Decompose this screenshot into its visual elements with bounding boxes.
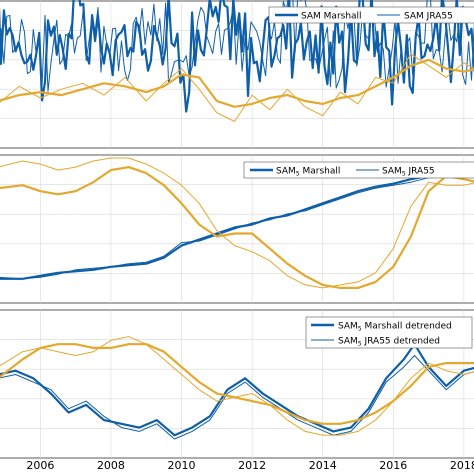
legend-label-sam-marshall: SAM Marshall <box>301 12 362 22</box>
x-tick-label-2012: 2012 <box>238 459 266 472</box>
legend-label-sam5-marshall-detrended: SAM5 Marshall detrended <box>338 322 452 333</box>
series-line-sam-5-marshall-detrended <box>0 343 474 437</box>
series-line-gold-3 <box>0 157 474 289</box>
x-tick-label-2010: 2010 <box>168 459 196 472</box>
legend-label-sam5-marshall: SAM5 Marshall <box>276 167 340 178</box>
panel-middle <box>0 154 474 304</box>
series-line-gold-3 <box>0 53 474 122</box>
legend-box <box>268 6 474 24</box>
series-line-sam-jra55 <box>0 0 474 92</box>
legend-top: SAM Marshall SAM JRA55 <box>268 6 474 24</box>
series-line-sam-5-jra55-detrended <box>0 355 474 440</box>
legend-label-sam5-jra55: SAM5 JRA55 <box>382 167 435 178</box>
x-tick-label-2008: 2008 <box>97 459 125 472</box>
series-line-gold-2 <box>0 166 474 289</box>
panel-frame <box>0 154 474 304</box>
legend-middle: SAM5 Marshall SAM5 JRA55 <box>243 161 474 179</box>
x-tick-label-2018: 2018 <box>450 459 474 472</box>
legend-label-sam-jra55: SAM JRA55 <box>404 12 453 22</box>
x-tick-label-2016: 2016 <box>379 459 407 472</box>
series-line-gold-3 <box>0 336 474 436</box>
legend-bottom: SAM5 Marshall detrended SAM5 JRA55 detre… <box>305 316 473 349</box>
series-line-sam-5-jra55 <box>0 172 474 280</box>
series-line-gold-2 <box>0 343 474 425</box>
series-line-sam-marshall <box>0 0 474 113</box>
panel-top <box>0 0 474 149</box>
legend-label-sam5-jra55-detrended: SAM5 JRA55 detrended <box>338 337 440 348</box>
x-tick-label-2014: 2014 <box>309 459 337 472</box>
x-tick-labels: 2006 2008 2010 2012 2014 2016 2018 <box>26 459 474 472</box>
x-tick-label-2006: 2006 <box>26 459 54 472</box>
legend-box <box>305 316 473 349</box>
